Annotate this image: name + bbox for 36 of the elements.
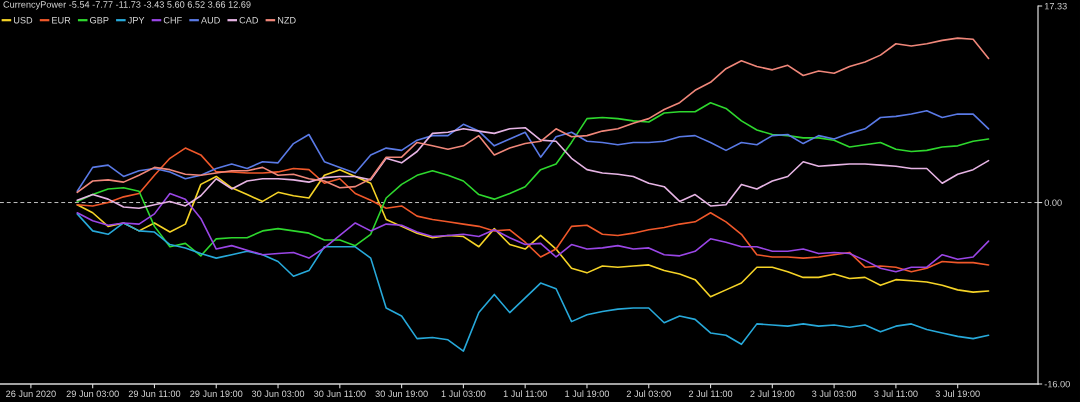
x-tick-label: 30 Jun 11:00 [314, 390, 366, 397]
x-tick-label: 3 Jul 03:00 [812, 390, 857, 397]
y-tick-label: 17.33 [1044, 2, 1067, 10]
x-tick-label: 29 Jun 11:00 [128, 390, 181, 397]
x-tick-label: 1 Jul 19:00 [565, 390, 610, 397]
x-tick-label: 2 Jul 19:00 [750, 390, 795, 397]
x-tick-label: 2 Jul 03:00 [626, 390, 671, 397]
x-tick-label: 3 Jul 11:00 [874, 390, 918, 397]
legend-label: USD [14, 16, 33, 24]
line-series [76, 109, 990, 192]
line-series [76, 168, 990, 298]
line-series [76, 37, 990, 194]
x-tick-label: 30 Jun 03:00 [251, 390, 305, 397]
line-series [76, 192, 990, 273]
x-tick-label: 30 Jun 19:00 [375, 390, 428, 397]
line-series [76, 101, 990, 257]
line-series [76, 213, 990, 352]
legend-label: GBP [90, 16, 109, 24]
x-tick-label: 1 Jul 11:00 [503, 390, 547, 397]
legend-label: CHF [163, 16, 182, 24]
line-series [76, 126, 990, 210]
legend-label: AUD [200, 17, 220, 24]
legend-label: NZD [278, 17, 296, 24]
y-tick-label: -16.00 [1044, 380, 1070, 388]
legend-label: CAD [239, 16, 259, 24]
x-tick-label: 2 Jul 11:00 [688, 390, 733, 397]
x-tick-label: 29 Jun 03:00 [66, 390, 119, 397]
legend-label: EUR [52, 17, 71, 24]
x-tick-label: 29 Jun 19:00 [190, 390, 243, 397]
line-series [76, 147, 990, 273]
x-tick-label: 3 Jul 19:00 [935, 390, 980, 397]
chart-title: CurrencyPower -5.54 -7.77 -11.73 -3.43 5.60 6.52 3.66 12.69 [3, 1, 251, 10]
x-tick-label: 26 Jun 2020 [6, 390, 56, 397]
legend-label: JPY [127, 17, 145, 24]
x-tick-label: 1 Jul 03:00 [441, 390, 486, 397]
y-tick-label: 0.00 [1044, 199, 1062, 206]
